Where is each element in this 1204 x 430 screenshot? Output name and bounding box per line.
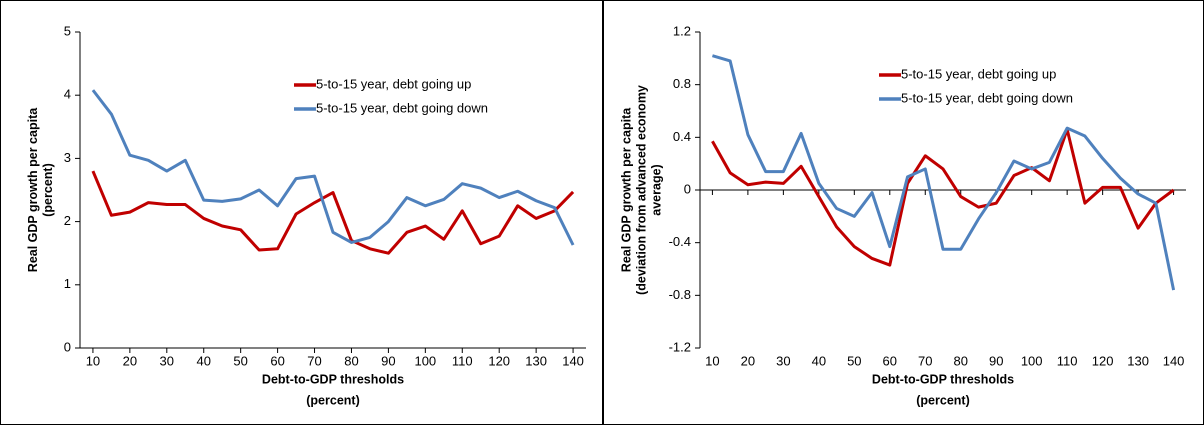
x-tick-label: 140 [1163,353,1185,368]
y-tick-label: 0 [684,181,691,196]
y-tick-label: 4 [64,87,71,102]
x-tick-label: 140 [562,353,584,368]
x-tick-label: 50 [233,353,247,368]
y-tick-label: 1 [64,276,71,291]
x-tick-label: 120 [488,353,510,368]
y-tick-label: 0 [64,339,71,354]
legend-label: 5-to-15 year, debt going up [316,76,471,91]
y-axis-title: (percent) [41,163,55,216]
x-tick-label: 50 [847,353,861,368]
x-tick-label: 10 [705,353,719,368]
x-tick-label: 130 [525,353,547,368]
legend-label: 5-to-15 year, debt going down [316,100,488,115]
x-tick-label: 60 [883,353,897,368]
x-tick-label: 60 [270,353,284,368]
x-tick-label: 70 [918,353,932,368]
x-tick-label: 90 [381,353,395,368]
x-tick-label: 40 [812,353,826,368]
legend-label: 5-to-15 year, debt going down [901,90,1073,105]
x-axis-title: (percent) [916,393,969,407]
x-tick-label: 30 [776,353,790,368]
x-tick-label: 40 [196,353,210,368]
x-tick-label: 90 [989,353,1003,368]
x-tick-label: 70 [307,353,321,368]
x-tick-label: 30 [160,353,174,368]
x-tick-label: 100 [1021,353,1043,368]
series-line [711,127,1175,267]
x-tick-label: 20 [741,353,755,368]
legend-label: 5-to-15 year, debt going up [901,66,1056,81]
y-tick-label: -0.8 [669,287,691,302]
x-axis-title: (percent) [306,393,359,407]
y-tick-label: 0.4 [673,129,691,144]
y-tick-label: 3 [64,150,71,165]
series-line [91,170,575,255]
y-tick-label: -0.4 [669,234,691,249]
y-tick-label: 1.2 [673,23,691,38]
x-tick-label: 20 [123,353,137,368]
x-tick-label: 130 [1127,353,1149,368]
y-tick-label: 5 [64,23,71,38]
y-axis-title: Real GDP growth per capita [26,107,40,272]
y-axis-title: Real GDP growth per capita [619,107,633,272]
x-tick-label: 110 [452,353,473,368]
y-tick-label: 2 [64,213,71,228]
x-tick-label: 100 [414,353,436,368]
x-tick-label: 120 [1092,353,1114,368]
y-axis-title: average) [649,164,663,215]
y-tick-label: -1.2 [669,339,691,354]
x-tick-label: 80 [344,353,358,368]
series-line [91,89,575,246]
x-axis-title: Debt-to-GDP thresholds [262,372,404,386]
x-tick-label: 10 [86,353,100,368]
x-axis-title: Debt-to-GDP thresholds [872,372,1014,386]
x-tick-label: 110 [1057,353,1078,368]
y-axis-title: (deviation from advanced economy [634,85,648,295]
x-tick-label: 80 [954,353,968,368]
series-line [711,54,1176,291]
y-tick-label: 0.8 [673,76,691,91]
